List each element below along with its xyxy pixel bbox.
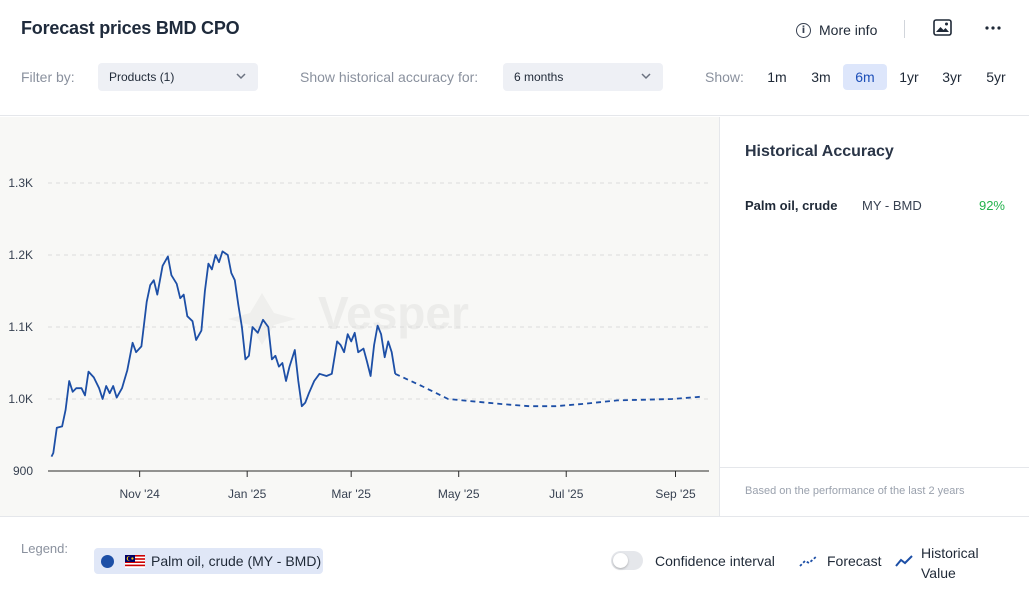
y-tick-label: 1.0K [8, 392, 33, 406]
range-button-1m[interactable]: 1m [767, 69, 787, 85]
x-tick-label: Sep '25 [655, 487, 696, 501]
y-tick-label: 900 [13, 464, 33, 478]
legend-chip-label: Palm oil, crude (MY - BMD) [151, 553, 322, 569]
accuracy-row: Palm oil, crude MY - BMD 92% [745, 198, 1005, 216]
x-tick-label: May '25 [438, 487, 480, 501]
malaysia-flag-icon [125, 554, 145, 568]
more-info-label: More info [819, 22, 878, 38]
panel-divider [719, 117, 720, 516]
toggle-knob [613, 553, 628, 568]
x-tick-label: Nov '24 [120, 487, 161, 501]
header: Forecast prices BMD CPO i More info Filt… [0, 0, 1029, 116]
historical-series-line [50, 250, 397, 458]
historical-period-value: 6 months [514, 70, 564, 84]
range-button-1yr[interactable]: 1yr [899, 69, 919, 85]
x-tick-label: Jan '25 [228, 487, 267, 501]
confidence-interval-toggle[interactable] [611, 551, 643, 570]
vesper-watermark: Vesper [318, 287, 469, 339]
legend-label: Legend: [21, 541, 68, 556]
page-title: Forecast prices BMD CPO [21, 18, 240, 38]
historical-accuracy-label: Show historical accuracy for: [300, 69, 479, 85]
range-button-3m[interactable]: 3m [811, 69, 831, 85]
show-label: Show: [705, 69, 744, 85]
chevron-down-icon [641, 73, 651, 80]
accuracy-footnote: Based on the performance of the last 2 y… [745, 485, 965, 497]
info-icon: i [796, 22, 811, 38]
range-button-5yr[interactable]: 5yr [986, 69, 1006, 85]
legend-chip-palm-oil[interactable]: Palm oil, crude (MY - BMD) [94, 548, 323, 574]
historical-legend-line-1: Historical [921, 545, 979, 561]
forecast-line-chart[interactable]: Vesper 900 1.0K 1.1K 1.2K 1.3K Nov '24 Jan '25 M… [0, 117, 719, 516]
y-tick-label: 1.2K [8, 248, 33, 262]
chart-area: Vesper 900 1.0K 1.1K 1.2K 1.3K Nov '24 Jan '25 M… [0, 117, 719, 516]
more-options-icon[interactable] [984, 20, 1002, 36]
historical-accuracy-title: Historical Accuracy [745, 143, 894, 160]
range-button-3yr[interactable]: 3yr [942, 69, 962, 85]
chevron-down-icon [236, 73, 246, 80]
forecast-legend-label: Forecast [827, 553, 882, 569]
historical-period-select[interactable]: 6 months [503, 63, 663, 91]
y-tick-label: 1.3K [8, 176, 33, 190]
accuracy-exchange: MY - BMD [862, 198, 922, 213]
y-tick-label: 1.1K [8, 320, 33, 334]
range-button-6m[interactable]: 6m [843, 64, 887, 90]
filter-by-label: Filter by: [21, 69, 75, 85]
historical-line-icon [895, 555, 913, 567]
forecast-series-line [394, 372, 701, 408]
export-image-icon[interactable] [933, 19, 952, 36]
vesper-logo-icon [228, 293, 296, 345]
historical-value-legend-label: Historical Value [921, 543, 991, 583]
products-select-value: Products (1) [109, 70, 175, 84]
accuracy-product: Palm oil, crude [745, 198, 838, 213]
x-tick-label: Mar '25 [331, 487, 371, 501]
footer-divider [0, 516, 1029, 517]
products-select[interactable]: Products (1) [98, 63, 258, 91]
side-panel-divider [720, 467, 1029, 468]
confidence-interval-label: Confidence interval [655, 553, 775, 569]
historical-legend-line-2: Value [921, 565, 956, 581]
x-tick-label: Jul '25 [549, 487, 584, 501]
forecast-line-icon [799, 555, 818, 567]
more-info-button[interactable]: i More info [796, 19, 877, 41]
header-divider [904, 20, 905, 38]
accuracy-value: 92% [978, 198, 1005, 213]
series-color-dot [101, 554, 114, 568]
